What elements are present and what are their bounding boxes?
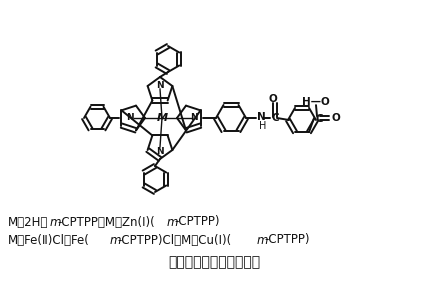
Text: -CPTPP)Cl，M＝Cu(Ⅰ)(: -CPTPP)Cl，M＝Cu(Ⅰ)( [117,234,231,246]
Text: N: N [156,147,164,156]
Text: N: N [156,80,164,89]
Text: O: O [269,94,278,104]
Text: N: N [190,114,198,122]
Text: 卟啉及其金属配合物结构: 卟啉及其金属配合物结构 [168,255,260,269]
Text: M: M [157,113,168,123]
Text: m: m [110,234,121,246]
Text: M＝2H，: M＝2H， [8,215,48,229]
Text: C: C [315,114,323,124]
Text: -CPTPP): -CPTPP) [264,234,309,246]
Text: O: O [331,113,340,123]
Text: m: m [50,215,61,229]
Text: m: m [167,215,178,229]
Text: H: H [259,121,266,131]
Text: -CPTPP): -CPTPP) [174,215,220,229]
Text: M＝Fe(Ⅱ)Cl，Fe(: M＝Fe(Ⅱ)Cl，Fe( [8,234,90,246]
Text: C: C [271,113,278,123]
Text: N: N [126,114,134,122]
Text: N: N [257,112,266,122]
Text: m: m [257,234,269,246]
Text: -CPTPP，M＝Zn(Ⅰ)(: -CPTPP，M＝Zn(Ⅰ)( [57,215,155,229]
Text: H—O: H—O [302,97,330,107]
